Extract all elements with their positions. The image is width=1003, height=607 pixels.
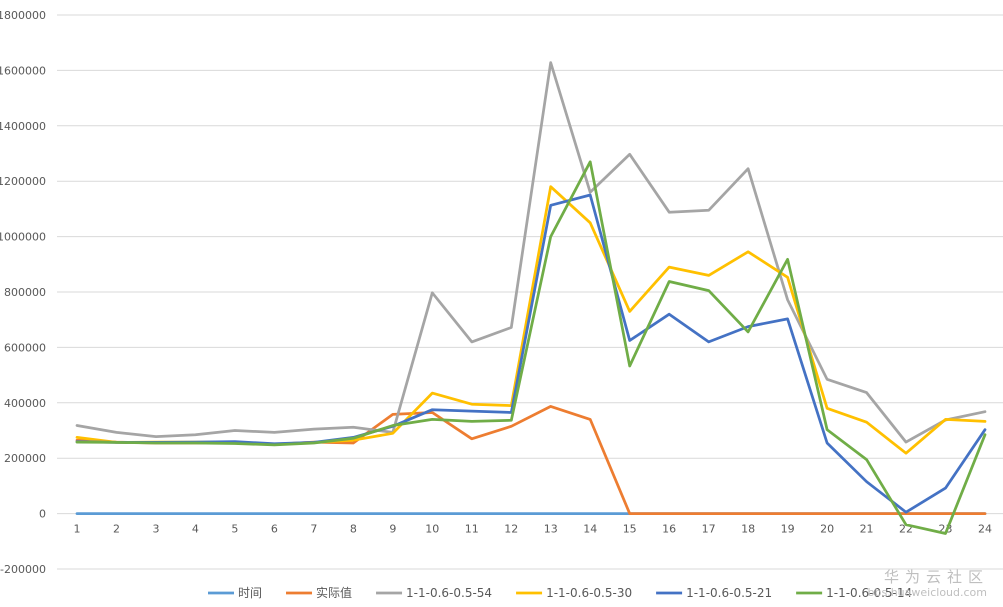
x-tick-label: 16: [662, 523, 676, 536]
y-tick-label: 200000: [4, 452, 46, 465]
x-tick-label: 17: [702, 523, 716, 536]
x-tick-label: 10: [425, 523, 439, 536]
series-line-5: [75, 160, 987, 535]
x-tick-label: 15: [623, 523, 637, 536]
legend-label: 实际值: [316, 585, 352, 600]
x-axis-ticks: 1 2 3 4 5 6 7 8 9 10 11 12 13 14 15 16 17 18 19 20 21 22 23 24: [74, 523, 993, 536]
x-tick-label: 12: [504, 523, 518, 536]
x-tick-label: 11: [465, 523, 479, 536]
y-tick-label: 0: [39, 508, 46, 521]
y-tick-label: -200000: [0, 563, 46, 576]
x-tick-label: 21: [860, 523, 874, 536]
gridlines: [57, 14, 1003, 570]
legend-label: 1-1-0.6-0.5-30: [546, 586, 632, 600]
y-tick-label: 1200000: [0, 175, 46, 188]
watermark-title: 华为云社区: [883, 568, 989, 586]
legend-label: 1-1-0.6-0.5-54: [406, 586, 492, 600]
legend-label: 1-1-0.6-0.5-21: [686, 586, 772, 600]
legend: 时间 实际值 1-1-0.6-0.5-54 1-1-0.6-0.5-30 1-1-0.6…: [208, 585, 912, 600]
y-tick-label: 1600000: [0, 64, 46, 77]
legend-label: 时间: [238, 586, 262, 600]
y-tick-label: 600000: [4, 341, 46, 354]
x-tick-label: 14: [583, 523, 597, 536]
watermark-url: bbs.huaweicloud.com: [867, 586, 987, 599]
x-tick-label: 9: [389, 523, 396, 536]
y-tick-label: 1800000: [0, 9, 46, 22]
x-tick-label: 5: [231, 523, 238, 536]
series-line-1: [75, 405, 987, 515]
x-tick-label: 6: [271, 523, 278, 536]
x-tick-label: 20: [820, 523, 834, 536]
x-tick-label: 7: [310, 523, 317, 536]
series-lines: [75, 61, 987, 535]
legend-label: 1-1-0.6-0.5-14: [826, 586, 912, 600]
series-line-4: [75, 193, 987, 514]
series-line-2: [75, 61, 987, 444]
x-tick-label: 1: [74, 523, 81, 536]
x-tick-label: 3: [152, 523, 159, 536]
y-tick-label: 1400000: [0, 120, 46, 133]
x-tick-label: 24: [978, 523, 992, 536]
x-tick-label: 2: [113, 523, 120, 536]
x-tick-label: 19: [781, 523, 795, 536]
series-line-3: [75, 185, 987, 455]
y-tick-label: 1000000: [0, 231, 46, 244]
x-tick-label: 4: [192, 523, 199, 536]
y-tick-label: 800000: [4, 286, 46, 299]
y-axis-ticks: -200000 0 200000 400000 600000 800000 1000000 1…: [0, 9, 46, 576]
y-tick-label: 400000: [4, 397, 46, 410]
x-tick-label: 18: [741, 523, 755, 536]
x-tick-label: 13: [544, 523, 558, 536]
x-tick-label: 8: [350, 523, 357, 536]
